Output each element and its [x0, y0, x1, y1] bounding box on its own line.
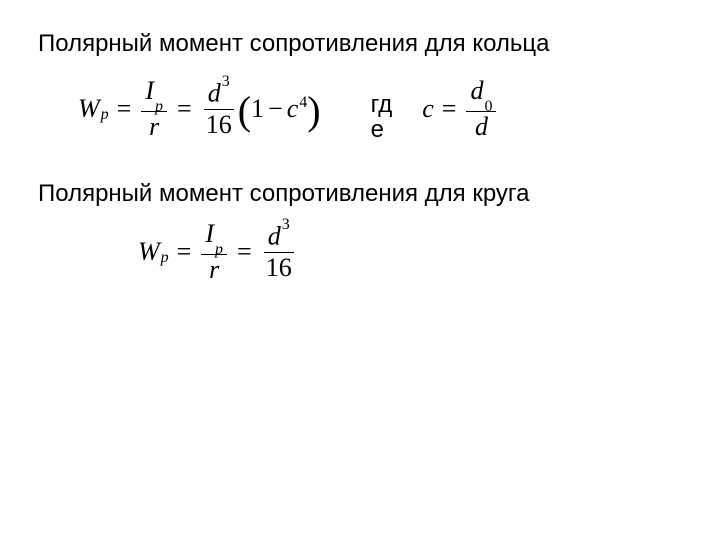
var-c2: c	[422, 94, 434, 124]
sub-0: 0	[484, 98, 492, 115]
equals-4: =	[237, 237, 252, 267]
heading-ring: Полярный момент сопротивления для кольца	[38, 30, 690, 58]
num-1: 1	[251, 94, 264, 124]
heading-circle: Полярный момент сопротивления для круга	[38, 180, 538, 209]
num-16b: 16	[262, 253, 296, 283]
sub-p3: p	[161, 249, 169, 267]
equals-1: =	[117, 94, 132, 124]
sub-p: p	[101, 106, 109, 124]
formula-c-def: c = d0 d	[422, 76, 498, 142]
formula-ring: Wp = Ip r = d3 16 ( 1 − c4 )	[78, 76, 321, 142]
sup-3b: 3	[282, 216, 290, 233]
var-I: I	[145, 76, 154, 105]
frac-d0-d: d0 d	[466, 76, 496, 142]
formula-row-1: Wp = Ip r = d3 16 ( 1 − c4 ) где c = d0 …	[78, 76, 690, 142]
var-d: d	[208, 79, 221, 108]
formula-circle: Wp = Ip r = d3 16	[138, 219, 690, 285]
var-r: r	[145, 112, 163, 142]
where-label: где	[371, 92, 393, 142]
num-16: 16	[202, 110, 236, 140]
sup-3: 3	[222, 73, 230, 90]
var-d0: d	[470, 76, 483, 105]
equals-3: =	[177, 237, 192, 267]
equals-2: =	[177, 94, 192, 124]
frac-d3-16-2: d3 16	[262, 221, 296, 283]
var-r2: r	[205, 255, 223, 285]
sub-p4: p	[215, 241, 223, 258]
frac-Ip-r-2: Ip r	[201, 219, 227, 285]
var-W: W	[78, 94, 100, 124]
frac-d3-16: d3 16	[202, 78, 236, 140]
equals-c: =	[442, 94, 457, 124]
sub-p2: p	[155, 98, 163, 115]
var-c: c	[287, 94, 299, 124]
frac-Ip-r: Ip r	[141, 76, 167, 142]
var-W2: W	[138, 237, 160, 267]
var-d-den: d	[471, 112, 492, 142]
slide-content: Полярный момент сопротивления для кольца…	[0, 0, 720, 285]
var-d2: d	[268, 222, 281, 251]
sup-4: 4	[299, 94, 307, 112]
var-I2: I	[205, 219, 214, 248]
minus: −	[268, 94, 283, 124]
